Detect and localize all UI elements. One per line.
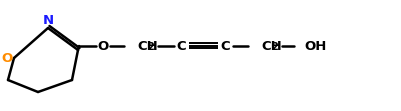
Text: O: O [97, 40, 109, 53]
Text: CH: CH [261, 40, 282, 53]
Text: 2: 2 [148, 43, 154, 53]
Text: O: O [2, 52, 13, 64]
Text: N: N [43, 14, 54, 27]
Text: OH: OH [304, 40, 326, 53]
Text: CH: CH [137, 40, 158, 53]
Text: 2: 2 [271, 43, 278, 53]
Text: C: C [176, 40, 186, 53]
Text: C: C [220, 40, 230, 53]
